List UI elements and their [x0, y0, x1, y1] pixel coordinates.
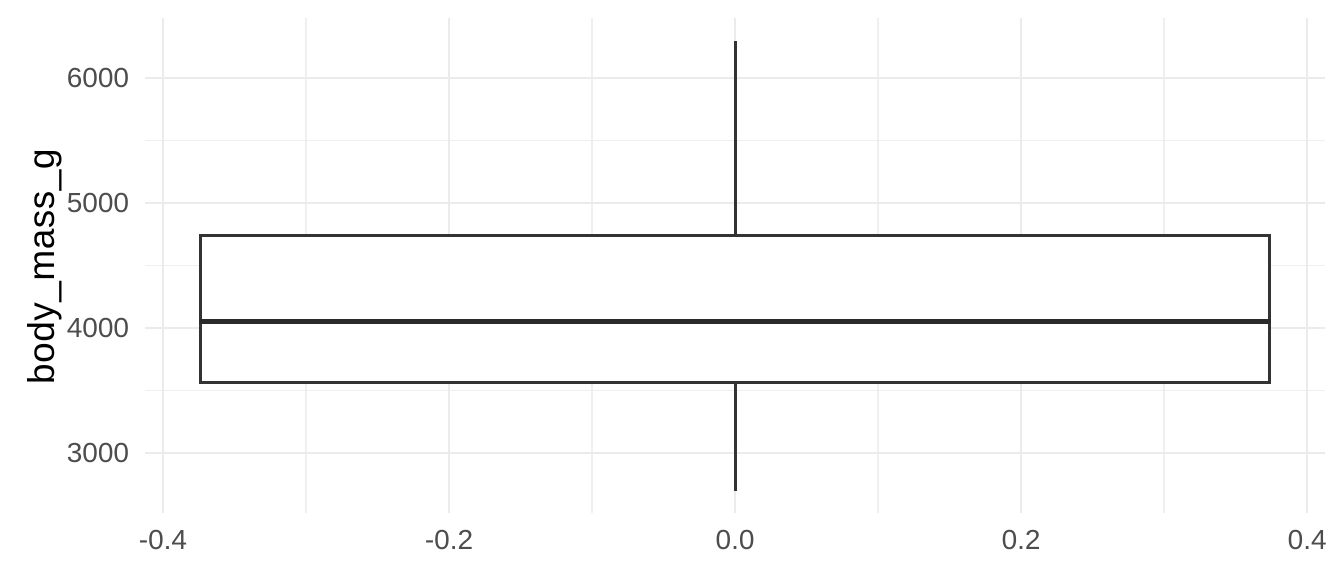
y-tick-label: 6000: [66, 62, 129, 93]
y-axis-title: body_mass_g: [21, 148, 62, 384]
y-tick-label: 3000: [66, 437, 129, 468]
plot-panel: [145, 18, 1325, 513]
x-tick-label: 0.4: [1287, 524, 1327, 555]
median-line: [198, 319, 1272, 325]
gridline-x-major: [161, 18, 165, 513]
x-tick-label: -0.2: [424, 524, 474, 555]
iqr-box: [198, 234, 1272, 385]
x-tick-label: 0.2: [1001, 524, 1041, 555]
x-tick-label: 0.0: [715, 524, 755, 555]
y-tick-label: 4000: [66, 312, 129, 343]
y-tick-label: 5000: [66, 187, 129, 218]
x-tick-label: -0.4: [138, 524, 187, 555]
lower-whisker: [733, 384, 737, 491]
gridline-x-major: [1305, 18, 1309, 513]
upper-whisker: [733, 40, 737, 235]
